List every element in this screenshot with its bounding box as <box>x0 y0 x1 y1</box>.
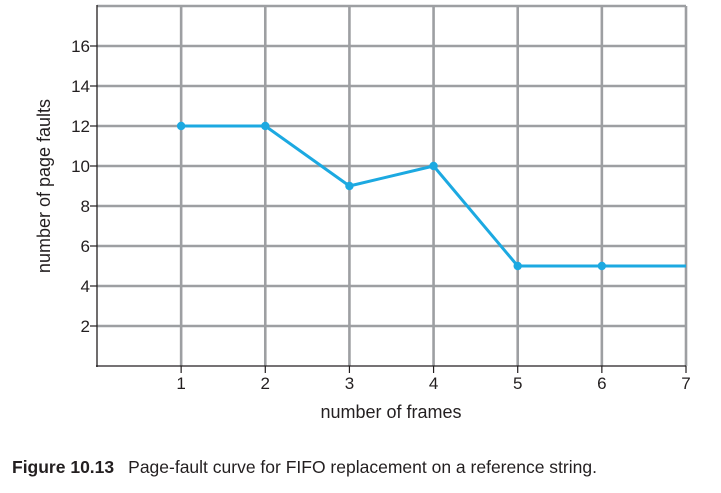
data-point <box>513 261 522 271</box>
series-group <box>176 121 686 271</box>
figure-label: Figure 10.13 <box>12 457 115 477</box>
grid <box>97 4 688 366</box>
axes <box>90 5 687 373</box>
x-tick-label: 2 <box>261 374 270 393</box>
y-tick-label: 12 <box>71 117 90 136</box>
data-point <box>345 181 354 191</box>
x-tick-label: 5 <box>513 374 522 393</box>
x-tick-label: 1 <box>176 374 185 393</box>
y-tick-label: 8 <box>81 197 90 216</box>
data-point <box>597 261 607 271</box>
y-tick-label: 6 <box>81 237 90 256</box>
data-point <box>429 161 438 171</box>
data-point <box>176 121 186 131</box>
x-tick-label: 3 <box>345 374 354 393</box>
figure-caption-text: Page-fault curve for FIFO replacement on… <box>128 457 597 477</box>
y-tick-label: 4 <box>81 277 90 296</box>
x-tick-labels: 1 2 3 4 5 6 7 <box>176 374 690 393</box>
y-axis-label: number of page faults <box>34 99 54 273</box>
y-tick-label: 14 <box>71 77 90 96</box>
x-tick-label: 7 <box>681 374 690 393</box>
y-tick-label: 16 <box>71 37 90 56</box>
y-tick-labels: 2 4 6 8 10 12 14 16 <box>71 37 90 336</box>
x-tick-label: 4 <box>429 374 438 393</box>
x-axis-label: number of frames <box>320 402 461 422</box>
y-tick-label: 10 <box>71 157 90 176</box>
data-point <box>261 121 270 131</box>
figure-caption: Figure 10.13 Page-fault curve for FIFO re… <box>12 457 712 478</box>
y-tick-label: 2 <box>81 317 90 336</box>
x-tick-label: 6 <box>597 374 606 393</box>
